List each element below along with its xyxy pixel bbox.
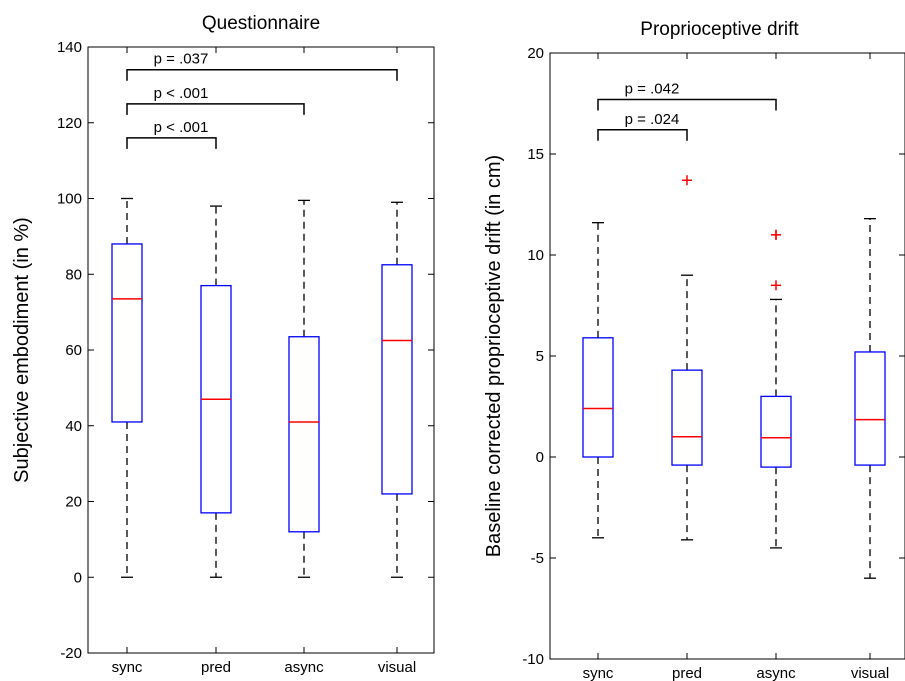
y-tick-label: 15 (527, 146, 544, 163)
y-tick-label: 20 (65, 494, 82, 511)
iqr-box (381, 264, 413, 495)
x-tick-label-pred: pred (672, 665, 702, 681)
box-async (288, 199, 320, 578)
box-visual (854, 217, 886, 579)
chart-title: Questionnaire (202, 13, 320, 34)
p-value-label: p = .024 (625, 111, 680, 128)
outlier-marker (771, 280, 781, 291)
x-tick-label-visual: visual (378, 659, 416, 676)
y-axis-label: Baseline corrected proprioceptive drift … (483, 155, 505, 557)
x-tick-label-async: async (756, 665, 796, 681)
iqr-box (854, 351, 886, 466)
iqr-box (111, 243, 143, 423)
iqr-box (582, 337, 614, 458)
p-value-label: p < .001 (154, 85, 209, 102)
y-tick-label: -20 (60, 645, 82, 662)
box-pred (200, 205, 232, 578)
x-tick-label-visual: visual (851, 665, 889, 681)
significance-bracket: p = .042 (597, 80, 777, 111)
significance-bracket: p = .037 (126, 51, 398, 81)
box-sync (582, 222, 614, 539)
p-value-label: p < .001 (154, 119, 209, 136)
p-value-label: p = .037 (154, 51, 209, 68)
y-tick-label: 60 (65, 342, 82, 359)
significance-bracket: p < .001 (126, 119, 217, 149)
x-tick-label-sync: sync (112, 659, 143, 676)
y-tick-label: 80 (65, 266, 82, 283)
x-tick-label-async: async (284, 659, 324, 676)
p-value-label: p = .042 (625, 80, 680, 97)
box-pred (671, 175, 703, 541)
y-tick-label: -10 (522, 651, 544, 668)
y-tick-label: 20 (527, 45, 544, 62)
box-async (760, 229, 792, 549)
proprioceptive-drift-panel: -10 -5 0 5 10 15 20 sync pred async visual Proprioc… (483, 19, 905, 681)
iqr-box (671, 369, 703, 466)
y-tick-label: -5 (531, 550, 544, 567)
significance-bracket: p < .001 (126, 85, 305, 115)
y-tick-label: 5 (536, 348, 544, 365)
box-visual (381, 201, 413, 578)
iqr-box (288, 336, 320, 533)
iqr-box (760, 395, 792, 468)
chart-title: Proprioceptive drift (640, 19, 799, 40)
x-tick-label-sync: sync (583, 665, 614, 681)
y-tick-label: 0 (536, 449, 544, 466)
questionnaire-panel: -20 0 20 40 60 80 100 120 140 sync pred async visual… (11, 13, 435, 676)
y-tick-label: 40 (65, 418, 82, 435)
plot-frame (549, 52, 905, 660)
y-tick-label: 0 (74, 569, 82, 586)
y-tick-label: 10 (527, 247, 544, 264)
y-tick-label: 140 (57, 39, 82, 56)
y-tick-label: 100 (57, 191, 82, 208)
box-sync (111, 197, 143, 578)
outlier-marker (682, 175, 692, 186)
outlier-marker (771, 229, 781, 240)
y-axis-label: Subjective embodiment (in %) (11, 217, 33, 483)
y-tick-label: 120 (57, 115, 82, 132)
significance-bracket: p = .024 (597, 111, 688, 141)
x-tick-label-pred: pred (201, 659, 231, 676)
